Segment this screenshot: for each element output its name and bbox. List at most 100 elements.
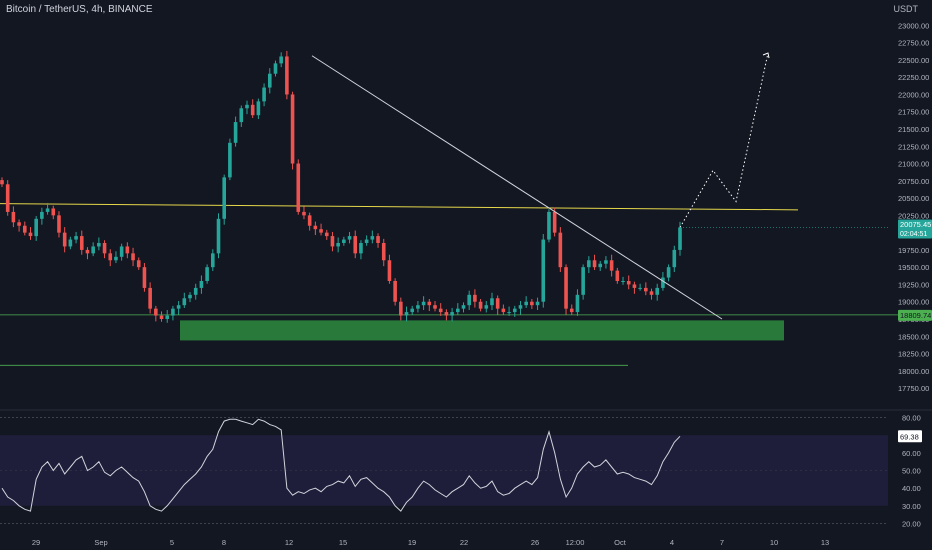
- candle-body: [512, 308, 517, 313]
- candle-body: [85, 249, 90, 254]
- candle-body: [154, 308, 158, 316]
- candle-body: [205, 267, 209, 281]
- price-tick-label: 21250.00: [898, 142, 929, 151]
- candle-body: [228, 142, 232, 178]
- candle-body: [319, 229, 323, 233]
- price-tick-label: 22500.00: [898, 56, 929, 65]
- candle-body: [279, 56, 283, 64]
- candle-body: [0, 180, 4, 185]
- trendline: [311, 55, 723, 320]
- candle-body: [604, 260, 608, 264]
- price-tick-label: 22250.00: [898, 73, 929, 82]
- candle-body: [649, 291, 654, 295]
- candle-body: [399, 301, 403, 316]
- candle-body: [455, 308, 460, 313]
- candle-body: [313, 225, 318, 230]
- candle-body: [45, 208, 50, 212]
- candle-body: [336, 243, 340, 247]
- candle-body: [564, 267, 568, 309]
- price-tick-label: 19500.00: [898, 263, 929, 272]
- candle-body: [547, 211, 551, 240]
- rsi-tick-label: 80.00: [902, 414, 921, 423]
- candle-body: [621, 281, 625, 282]
- candle-body: [245, 104, 249, 109]
- candle-body: [182, 298, 187, 306]
- candle-body: [28, 232, 33, 237]
- candle-body: [307, 215, 312, 226]
- candle-body: [421, 301, 426, 306]
- candle-body: [40, 211, 44, 219]
- candle-body: [273, 63, 278, 74]
- candle-body: [5, 184, 10, 212]
- candle-body: [353, 236, 358, 254]
- candle-body: [404, 312, 409, 316]
- price-tick-label: 20750.00: [898, 177, 929, 186]
- candle-body: [387, 260, 392, 281]
- candle-body: [438, 308, 443, 313]
- candle-body: [57, 215, 61, 233]
- candle-body: [450, 312, 454, 316]
- candle-body: [290, 94, 295, 164]
- time-tick-label: 26: [531, 538, 539, 547]
- time-tick-label: 5: [170, 538, 174, 547]
- candle-body: [541, 239, 546, 302]
- candle-body: [91, 246, 95, 254]
- candle-body: [256, 101, 261, 116]
- price-tick-label: 22000.00: [898, 90, 929, 99]
- time-tick-label: 22: [460, 538, 468, 547]
- candle-body: [330, 236, 335, 247]
- last-price-value: 20075.45: [900, 220, 931, 229]
- price-tick-label: 21500.00: [898, 125, 929, 134]
- candle-body: [552, 211, 557, 233]
- candle-body: [267, 73, 272, 88]
- candle-body: [478, 301, 483, 309]
- candle-body: [359, 243, 363, 254]
- candle-body: [199, 281, 204, 288]
- candle-body: [342, 239, 346, 243]
- candle-body: [125, 246, 130, 254]
- time-tick-label: 29: [32, 538, 40, 547]
- price-tick-label: 18250.00: [898, 350, 929, 359]
- time-tick-label: 4: [670, 538, 674, 547]
- time-tick-label: 10: [770, 538, 778, 547]
- candle-body: [495, 298, 500, 309]
- candle-body: [17, 222, 21, 226]
- candle-body: [609, 260, 614, 271]
- candle-body: [575, 294, 580, 313]
- candle-body: [102, 243, 107, 254]
- candle-body: [142, 267, 147, 288]
- candle-body: [193, 287, 198, 295]
- price-tick-label: 21750.00: [898, 108, 929, 117]
- price-tick-label: 17750.00: [898, 384, 929, 393]
- candle-body: [136, 260, 141, 268]
- candle-body: [569, 308, 574, 313]
- candle-body: [324, 232, 329, 237]
- candle-body: [233, 122, 238, 143]
- candle-body: [108, 253, 113, 261]
- rsi-tick-label: 40.00: [902, 484, 921, 493]
- candle-body: [97, 243, 101, 247]
- time-tick-label: 19: [408, 538, 416, 547]
- time-tick-label: 15: [339, 538, 347, 547]
- price-tick-label: 23000.00: [898, 21, 929, 30]
- candle-body: [148, 287, 152, 309]
- candle-body: [11, 211, 16, 223]
- candle-body: [239, 108, 244, 123]
- candle-body: [74, 236, 78, 240]
- candle-body: [530, 301, 534, 306]
- time-tick-label: 12: [285, 538, 293, 547]
- candle-body: [592, 260, 597, 268]
- candle-body: [211, 253, 215, 268]
- projection-path: [679, 52, 769, 228]
- currency-label: USDT: [893, 4, 919, 14]
- candle-body: [626, 281, 631, 285]
- candle-body: [518, 305, 523, 309]
- support-zone: [180, 320, 784, 341]
- candle-body: [347, 236, 352, 240]
- candle-body: [165, 315, 170, 319]
- rsi-value: 69.38: [900, 432, 919, 441]
- rsi-tick-label: 30.00: [902, 502, 921, 511]
- price-tick-label: 22750.00: [898, 39, 929, 48]
- time-tick-label: 12:00: [566, 538, 585, 547]
